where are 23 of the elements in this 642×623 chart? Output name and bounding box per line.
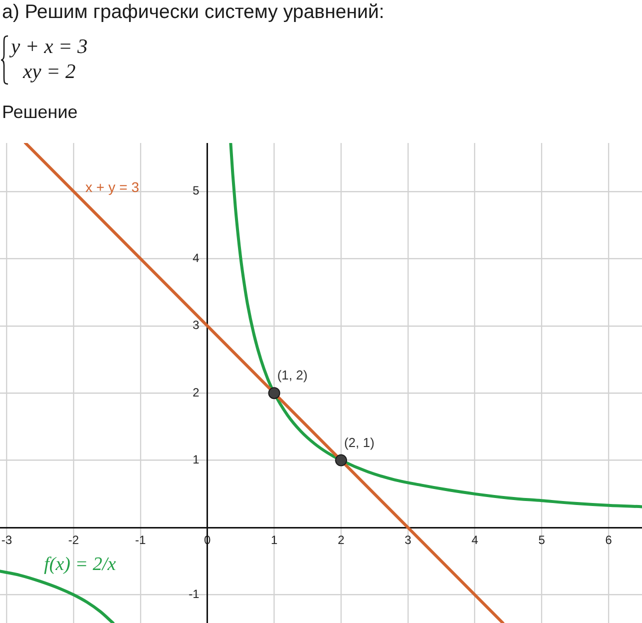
- chart-title: а) Решим графически систему уравнений:: [2, 1, 384, 24]
- x-tick-label: 5: [538, 533, 546, 548]
- x-tick-label: 4: [471, 533, 478, 548]
- series-label: f(x) = 2/x: [44, 554, 116, 576]
- y-tick-label: 4: [192, 250, 200, 265]
- text: xy = 2: [23, 60, 76, 85]
- y-tick-label: 1: [192, 452, 200, 467]
- x-tick-label: -2: [68, 533, 80, 548]
- x-tick-label: -3: [1, 533, 12, 548]
- y-tick-label: 3: [192, 318, 200, 332]
- y-tick-label: -1: [188, 587, 200, 602]
- chart-subtitle: Решение: [2, 102, 78, 123]
- y-tick-label: 5: [192, 184, 200, 198]
- x-tick-label: -1: [135, 533, 146, 548]
- x-tick-label: 2: [338, 533, 345, 548]
- data-label: (2, 1): [344, 434, 374, 450]
- x-tick-label: 3: [404, 533, 412, 548]
- x-tick-label: 1: [270, 533, 278, 548]
- text: y + x = 3: [11, 35, 88, 60]
- data-label: (1, 2): [277, 368, 308, 383]
- y-tick-label: 2: [192, 385, 200, 400]
- series-label: x + y = 3: [85, 178, 140, 195]
- x-tick-label: 6: [605, 533, 612, 548]
